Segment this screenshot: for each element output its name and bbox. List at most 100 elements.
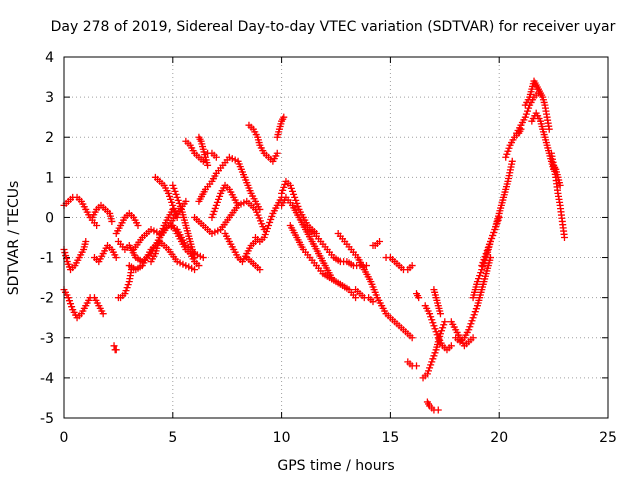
- data-point: [210, 207, 218, 215]
- data-point: [159, 224, 167, 232]
- series-track-x: [245, 121, 281, 165]
- data-point: [436, 310, 444, 318]
- data-point: [362, 262, 370, 270]
- series-track-aj: [404, 358, 421, 370]
- y-tick-labels: -5 -4 -3 -2 -1 0 1 2 3 4: [40, 50, 54, 427]
- series-track-ab: [278, 193, 336, 282]
- series-track-az: [550, 161, 564, 189]
- series-track-ai: [373, 294, 416, 342]
- data-point: [485, 241, 493, 249]
- data-point: [171, 187, 179, 195]
- x-tick-label: 25: [599, 430, 617, 446]
- data-point: [426, 364, 434, 372]
- data-point: [287, 184, 295, 192]
- y-tick-label: 1: [45, 170, 54, 186]
- data-point: [279, 186, 287, 194]
- series-track-af: [352, 286, 377, 306]
- data-point: [212, 153, 220, 161]
- data-point: [211, 204, 219, 212]
- x-axis-label: GPS time / hours: [277, 458, 394, 474]
- series-track-m: [151, 173, 181, 221]
- x-tick-label: 10: [273, 430, 291, 446]
- data-point: [267, 215, 275, 223]
- data-point: [82, 238, 90, 246]
- data-point: [164, 189, 172, 197]
- data-point: [134, 221, 142, 229]
- x-tick-labels: 0 5 10 15 20 25: [60, 430, 617, 446]
- series-track-o: [169, 221, 203, 270]
- series-track-aa: [278, 177, 320, 237]
- data-point: [166, 192, 174, 200]
- data-point: [204, 161, 212, 169]
- data-point: [408, 262, 416, 270]
- data-point: [175, 199, 183, 207]
- data-point: [167, 195, 175, 203]
- data-point: [439, 324, 447, 332]
- data-point: [216, 192, 224, 200]
- data-point: [280, 113, 288, 121]
- data-point: [293, 199, 301, 207]
- series-track-al: [421, 302, 455, 354]
- data-point: [256, 266, 264, 274]
- data-point: [169, 201, 177, 209]
- data-point: [286, 181, 294, 189]
- series-track-d: [88, 201, 116, 225]
- data-point: [176, 202, 184, 210]
- series-track-c: [60, 286, 107, 322]
- data-point: [99, 310, 107, 318]
- data-point: [209, 210, 217, 218]
- y-tick-label: -3: [40, 331, 54, 347]
- series-track-as: [478, 157, 516, 270]
- data-point: [122, 287, 130, 295]
- data-point: [484, 244, 492, 252]
- data-point: [280, 183, 288, 191]
- data-point: [424, 367, 432, 375]
- series-track-q: [195, 133, 212, 169]
- data-point: [288, 187, 296, 195]
- series-track-aw: [534, 85, 553, 133]
- data-point: [413, 362, 421, 370]
- data-point: [502, 153, 510, 161]
- data-point: [431, 325, 439, 333]
- data-point: [376, 238, 384, 246]
- data-point: [430, 352, 438, 360]
- data-point: [191, 266, 199, 274]
- data-point: [490, 228, 498, 236]
- data-point: [173, 193, 181, 201]
- data-point: [503, 150, 511, 158]
- series-track-t: [195, 153, 264, 213]
- data-point: [123, 284, 131, 292]
- data-point: [438, 327, 446, 335]
- data-point: [266, 218, 274, 226]
- data-point: [480, 256, 488, 264]
- data-point: [523, 107, 531, 115]
- data-point: [477, 269, 485, 277]
- data-point: [489, 231, 497, 239]
- data-point: [292, 196, 300, 204]
- data-point: [172, 210, 180, 218]
- data-point: [172, 190, 180, 198]
- data-point: [525, 104, 533, 112]
- data-point: [170, 184, 178, 192]
- data-point: [429, 319, 437, 327]
- y-tick-label: -2: [40, 291, 54, 307]
- data-point: [170, 204, 178, 212]
- data-point: [427, 313, 435, 321]
- data-point: [426, 310, 434, 318]
- data-point: [430, 322, 438, 330]
- series-track-f: [110, 342, 120, 354]
- series-track-u: [208, 181, 242, 221]
- data-point: [468, 317, 476, 325]
- data-point: [64, 294, 72, 302]
- plot-frame: [63, 56, 609, 419]
- series-track-ah: [382, 254, 416, 274]
- data-point: [441, 318, 449, 326]
- data-point: [522, 110, 530, 118]
- series-track-ac: [286, 221, 360, 302]
- data-point: [478, 262, 486, 270]
- data-point: [556, 181, 564, 189]
- y-tick-label: 4: [45, 50, 54, 66]
- data-point: [108, 217, 116, 225]
- data-point: [447, 342, 455, 350]
- data-point: [212, 201, 220, 209]
